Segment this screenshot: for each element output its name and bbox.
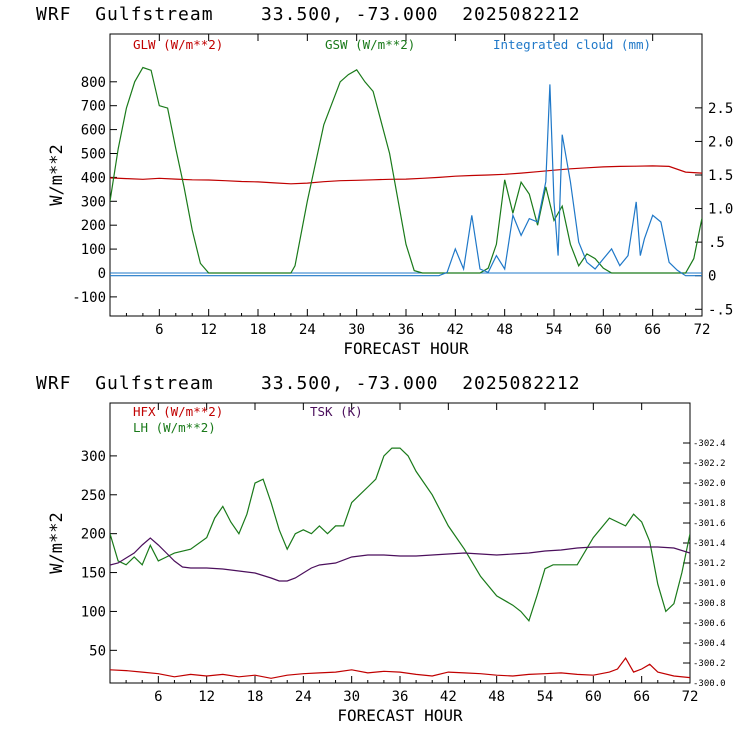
x-tick-label: 48 xyxy=(496,322,513,338)
y2-tick-label: -300.4 xyxy=(693,639,726,649)
x-tick-label: 54 xyxy=(537,689,554,705)
x-tick-label: 42 xyxy=(447,322,464,338)
y-tick-label: 50 xyxy=(89,643,106,659)
y-axis-label: W/m**2 xyxy=(47,144,67,205)
x-axis-label: FORECAST HOUR xyxy=(337,706,463,725)
x-tick-label: 12 xyxy=(198,689,215,705)
y-tick-label: 400 xyxy=(81,170,106,186)
x-tick-label: 18 xyxy=(247,689,264,705)
series-line-0 xyxy=(110,657,690,679)
x-tick-label: 12 xyxy=(200,322,217,338)
y2-tick-label: 1.0 xyxy=(708,202,733,218)
x-tick-label: 42 xyxy=(440,689,457,705)
x-tick-label: 6 xyxy=(154,689,162,705)
y2-tick-label: 2.5 xyxy=(708,101,733,117)
x-tick-label: 36 xyxy=(398,322,415,338)
y2-tick-label: -300.2 xyxy=(693,659,726,669)
y-tick-label: 100 xyxy=(81,242,106,258)
location-label: 33.500, -73.000 xyxy=(260,373,439,394)
legend-entry: TSK (K) xyxy=(310,404,363,419)
y2-tick-label: .5 xyxy=(708,235,725,251)
region-label: Gulfstream xyxy=(95,373,214,394)
y-tick-label: -100 xyxy=(72,290,106,306)
y-axis-label: W/m**2 xyxy=(47,512,67,573)
bottom-chart: 6 12 18 24 30 36 42 48 54 60 66 72 FORECAST HOUR 50 10… xyxy=(47,402,726,725)
top-chart: 6 12 18 24 30 36 42 48 54 60 66 72 FORECAST HOUR -100… xyxy=(47,33,733,358)
bottom-chart-header: WRF Gulfstream 33.500, -73.000 202508221… xyxy=(36,373,581,394)
x-tick-label: 72 xyxy=(694,322,711,338)
y2-tick-label: -302.2 xyxy=(693,459,726,469)
y2-tick-label: -302.0 xyxy=(693,479,726,489)
legend-entry: Integrated cloud (mm) xyxy=(493,37,651,52)
y2-tick-label: -300.6 xyxy=(693,619,726,629)
y2-tick-label: 0 xyxy=(708,269,716,285)
y-tick-label: 500 xyxy=(81,146,106,162)
legend-entry: GSW (W/m**2) xyxy=(325,37,415,52)
region-label: Gulfstream xyxy=(95,4,214,25)
legend-entry: LH (W/m**2) xyxy=(133,420,216,435)
y2-tick-label: -301.8 xyxy=(693,499,726,509)
plot-frame xyxy=(109,33,703,317)
y2-tick-label: -302.4 xyxy=(693,439,726,449)
series-line-2 xyxy=(110,537,690,582)
y-tick-label: 150 xyxy=(81,566,106,582)
run-label: 2025082212 xyxy=(462,373,581,394)
x-tick-label: 30 xyxy=(348,322,365,338)
x-tick-label: 48 xyxy=(488,689,505,705)
y-tick-label: 300 xyxy=(81,449,106,465)
y2-tick-label: -.5 xyxy=(708,302,733,318)
y2-tick-label: -300.0 xyxy=(693,679,726,689)
x-tick-label: 72 xyxy=(682,689,699,705)
x-tick-label: 18 xyxy=(250,322,267,338)
y-tick-label: 600 xyxy=(81,123,106,139)
top-chart-header: WRF Gulfstream 33.500, -73.000 202508221… xyxy=(36,4,581,25)
x-tick-label: 36 xyxy=(392,689,409,705)
y2-tick-label: 2.0 xyxy=(708,134,733,150)
series-line-0 xyxy=(110,165,702,185)
series-line-2 xyxy=(110,84,702,277)
location-label: 33.500, -73.000 xyxy=(260,4,439,25)
x-tick-label: 24 xyxy=(299,322,316,338)
legend-entry: GLW (W/m**2) xyxy=(133,37,223,52)
x-tick-label: 54 xyxy=(546,322,563,338)
y2-tick-label: -300.8 xyxy=(693,599,726,609)
x-tick-label: 66 xyxy=(633,689,650,705)
plot-frame xyxy=(109,402,691,684)
series-line-1 xyxy=(110,66,702,274)
y-tick-label: 300 xyxy=(81,194,106,210)
y2-tick-label: -301.4 xyxy=(693,539,726,549)
x-tick-label: 66 xyxy=(644,322,661,338)
x-axis-label: FORECAST HOUR xyxy=(343,339,469,358)
series-line-1 xyxy=(110,447,690,623)
x-tick-label: 60 xyxy=(595,322,612,338)
y-tick-label: 800 xyxy=(81,75,106,91)
y2-tick-label: -301.6 xyxy=(693,519,726,529)
y2-tick-label: 1.5 xyxy=(708,168,733,184)
x-tick-label: 60 xyxy=(585,689,602,705)
y2-tick-label: -301.2 xyxy=(693,559,726,569)
y2-tick-label: -301.0 xyxy=(693,579,726,589)
y-tick-label: 0 xyxy=(98,266,106,282)
y-tick-label: 700 xyxy=(81,99,106,115)
y-tick-label: 100 xyxy=(81,604,106,620)
run-label: 2025082212 xyxy=(462,4,581,25)
model-label: WRF xyxy=(36,373,72,394)
x-tick-label: 30 xyxy=(343,689,360,705)
x-tick-label: 24 xyxy=(295,689,312,705)
y-tick-label: 200 xyxy=(81,218,106,234)
model-label: WRF xyxy=(36,4,72,25)
y-tick-label: 250 xyxy=(81,488,106,504)
legend-entry: HFX (W/m**2) xyxy=(133,404,223,419)
y-tick-label: 200 xyxy=(81,527,106,543)
x-tick-label: 6 xyxy=(155,322,163,338)
